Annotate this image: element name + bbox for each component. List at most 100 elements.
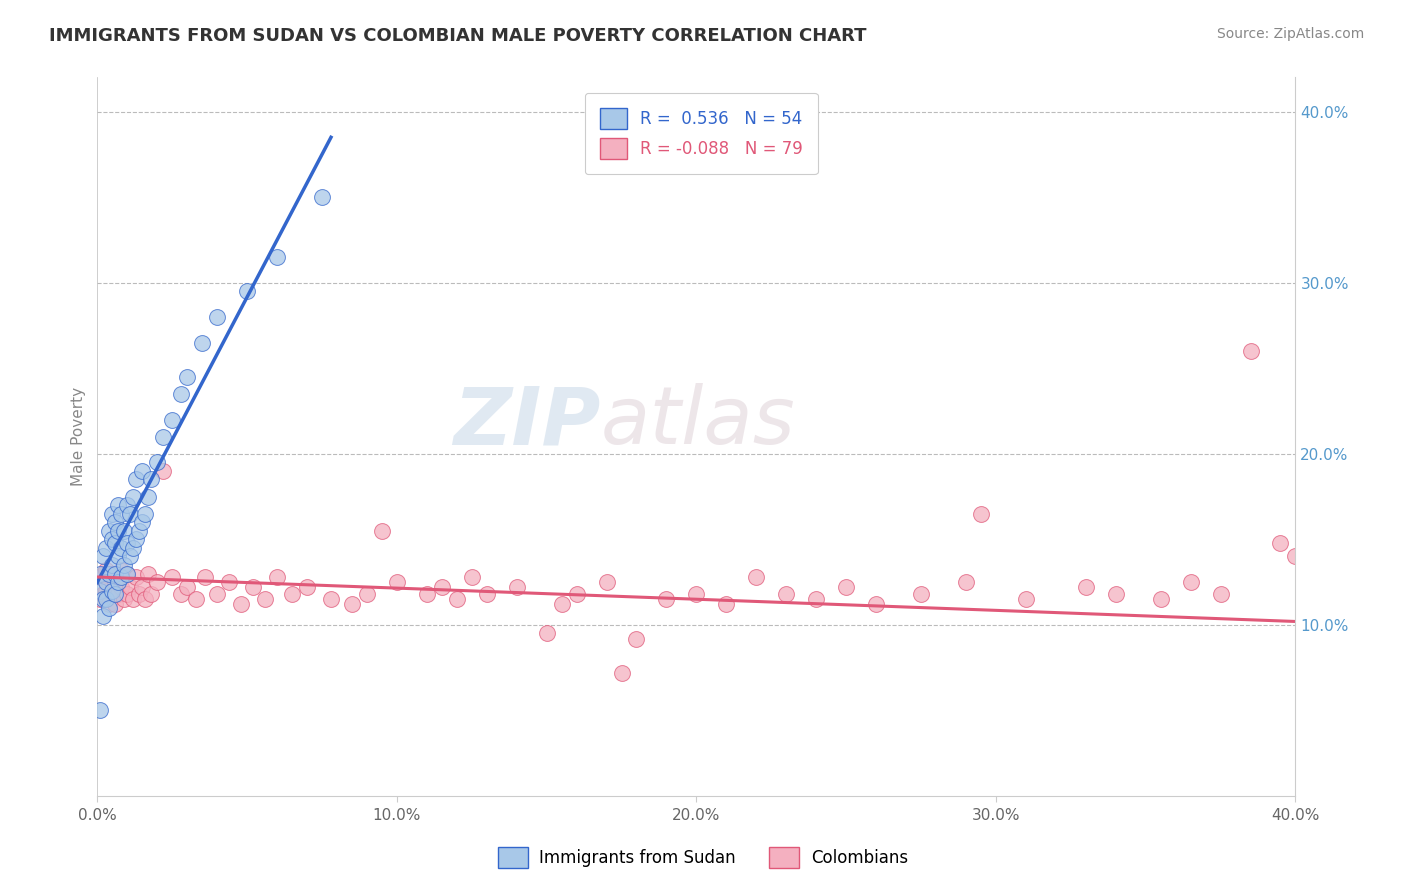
Point (122, 490, 145, 504)
Point (170, 587, 193, 601)
Point (141, 587, 163, 601)
Point (1209, 587, 1232, 601)
Point (98, 575, 121, 590)
Point (685, 587, 707, 601)
Point (160, 570, 183, 584)
Point (218, 575, 240, 590)
Point (446, 592, 468, 607)
Point (1105, 587, 1128, 601)
Point (110, 541, 132, 555)
Point (550, 598, 572, 612)
Point (266, 570, 288, 584)
Point (371, 524, 394, 538)
Point (104, 535, 127, 549)
Text: atlas: atlas (600, 384, 796, 461)
Legend: R =  0.536   N = 54, R = -0.088   N = 79: R = 0.536 N = 54, R = -0.088 N = 79 (585, 93, 818, 174)
Y-axis label: Male Poverty: Male Poverty (72, 387, 86, 486)
Point (128, 524, 150, 538)
Point (236, 285, 259, 299)
Point (1180, 575, 1202, 590)
Legend: Immigrants from Sudan, Colombians: Immigrants from Sudan, Colombians (491, 840, 915, 875)
Point (96, 583, 118, 598)
Point (89, 566, 111, 581)
Point (775, 587, 797, 601)
Point (107, 549, 129, 564)
Point (356, 587, 378, 601)
Point (98, 598, 121, 612)
Point (835, 580, 858, 594)
Point (110, 563, 132, 577)
Point (716, 598, 738, 612)
Point (1239, 344, 1261, 359)
Point (107, 587, 129, 601)
Point (110, 570, 132, 584)
Point (191, 335, 214, 350)
Point (120, 507, 142, 521)
Point (281, 587, 304, 601)
Point (89, 583, 111, 598)
Point (93, 566, 115, 581)
Point (117, 566, 139, 581)
Point (610, 665, 633, 680)
Point (1270, 535, 1292, 549)
Point (89, 570, 111, 584)
Point (152, 430, 174, 444)
Point (128, 587, 150, 601)
Point (865, 598, 887, 612)
Point (745, 570, 768, 584)
Point (205, 587, 228, 601)
Text: Source: ZipAtlas.com: Source: ZipAtlas.com (1216, 27, 1364, 41)
Point (806, 592, 828, 607)
Point (194, 570, 217, 584)
Point (98, 566, 121, 581)
Point (101, 566, 124, 581)
Point (340, 598, 363, 612)
Point (122, 592, 145, 607)
Point (117, 566, 139, 581)
Point (152, 464, 174, 478)
Point (101, 583, 124, 598)
Point (101, 587, 124, 601)
Point (96, 541, 118, 555)
Point (136, 490, 159, 504)
Point (93, 592, 115, 607)
Point (117, 498, 139, 512)
Point (295, 580, 318, 594)
Point (120, 580, 142, 594)
Point (1150, 592, 1173, 607)
Point (626, 632, 648, 646)
Point (101, 533, 124, 547)
Point (131, 515, 153, 529)
Point (98, 600, 121, 615)
Point (117, 587, 139, 601)
Point (89, 592, 111, 607)
Point (120, 549, 142, 564)
Point (125, 533, 148, 547)
Point (93, 549, 115, 564)
Point (242, 580, 264, 594)
Point (186, 592, 208, 607)
Point (229, 598, 252, 612)
Point (107, 524, 129, 538)
Point (96, 592, 118, 607)
Point (93, 609, 115, 624)
Point (536, 626, 558, 640)
Point (96, 575, 118, 590)
Point (93, 587, 115, 601)
Point (170, 387, 193, 401)
Point (104, 598, 127, 612)
Point (131, 464, 153, 478)
Point (910, 587, 932, 601)
Point (110, 507, 132, 521)
Point (160, 412, 183, 426)
Point (430, 580, 453, 594)
Point (136, 566, 159, 581)
Point (104, 515, 127, 529)
Point (110, 580, 132, 594)
Point (475, 587, 498, 601)
Point (205, 310, 228, 324)
Point (655, 592, 678, 607)
Text: IMMIGRANTS FROM SUDAN VS COLOMBIAN MALE POVERTY CORRELATION CHART: IMMIGRANTS FROM SUDAN VS COLOMBIAN MALE … (49, 27, 866, 45)
Point (112, 524, 135, 538)
Point (98, 524, 121, 538)
